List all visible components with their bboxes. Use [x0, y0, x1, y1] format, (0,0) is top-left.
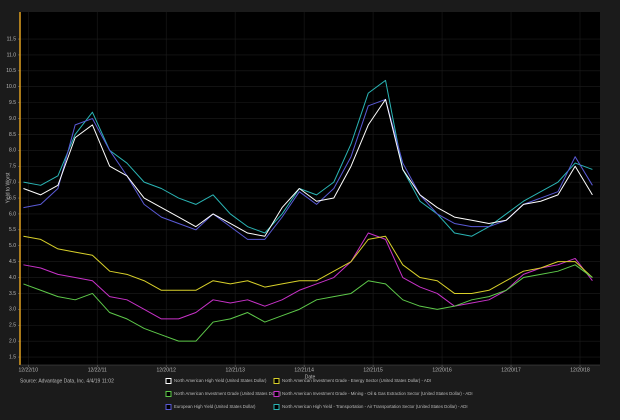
- y-tick-label: 7.0: [9, 179, 16, 185]
- x-tick-label: 12/20/12: [156, 367, 176, 373]
- legend-label: North American Investment Grade (United …: [174, 391, 282, 396]
- series-line: [23, 264, 593, 342]
- series-line: [23, 232, 593, 320]
- y-tick-label: 6.0: [9, 211, 16, 217]
- y-tick-label: 5.5: [9, 227, 16, 233]
- legend-swatch: [273, 391, 280, 397]
- legend-label: European High Yield (United States Dolla…: [174, 404, 256, 409]
- y-tick-label: 8.5: [9, 132, 16, 138]
- y-tick-label: 3.5: [9, 291, 16, 297]
- y-tick-label: 1.5: [9, 354, 16, 360]
- x-tick-label: 12/21/15: [363, 367, 383, 373]
- y-tick-label: 11.0: [7, 52, 17, 58]
- x-axis-label: Date: [305, 374, 316, 380]
- y-tick-label: 9.0: [9, 116, 16, 122]
- series-line: [23, 98, 593, 240]
- x-tick-label: 12/20/17: [501, 367, 521, 373]
- x-tick-label: 12/21/13: [225, 367, 245, 373]
- series-line: [23, 79, 593, 237]
- y-tick-label: 8.0: [9, 148, 16, 154]
- legend-label: North American High Yield (United States…: [174, 378, 267, 383]
- x-tick-label: 12/20/18: [570, 367, 590, 373]
- y-tick-label: 7.5: [9, 164, 16, 170]
- source-note: Source: Advantage Data, Inc. 4/4/19 11:0…: [20, 378, 114, 384]
- legend-label: North American High Yield - Transportati…: [282, 404, 468, 409]
- legend-label: North American Investment Grade - Energy…: [282, 378, 431, 383]
- series-line: [23, 98, 593, 237]
- x-tick-label: 12/20/16: [432, 367, 452, 373]
- legend-swatch: [165, 378, 172, 384]
- y-tick-label: 5.0: [9, 243, 16, 249]
- y-tick-label: 4.0: [9, 275, 16, 281]
- legend-swatch: [273, 378, 280, 384]
- legend-swatch: [165, 404, 172, 410]
- y-tick-label: 10.5: [6, 68, 16, 74]
- y-tick-label: 2.5: [9, 323, 16, 329]
- x-tick-label: 12/22/10: [19, 367, 39, 373]
- legend-swatch: [165, 391, 172, 397]
- series-line: [23, 235, 593, 294]
- y-axis-label: Yield to Worst: [5, 172, 11, 203]
- y-tick-label: 2.0: [9, 338, 16, 344]
- x-tick-label: 12/21/14: [294, 367, 314, 373]
- y-tick-label: 11.5: [7, 36, 17, 42]
- y-tick-label: 9.5: [9, 100, 16, 106]
- y-tick-label: 4.5: [9, 259, 16, 265]
- legend-label: North American Investment Grade - Mining…: [282, 391, 473, 396]
- x-tick-label: 12/22/11: [88, 367, 107, 373]
- y-tick-label: 3.0: [9, 307, 16, 313]
- y-tick-label: 10.0: [6, 84, 16, 90]
- plot-area: [20, 12, 600, 365]
- legend-swatch: [273, 404, 280, 410]
- y-tick-label: 6.5: [9, 195, 16, 201]
